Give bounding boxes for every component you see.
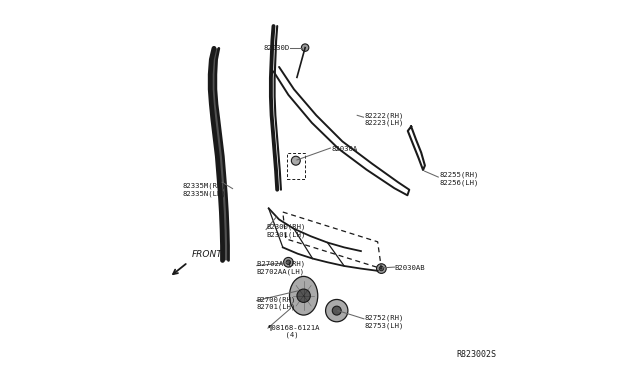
Text: 82030A: 82030A [331, 146, 357, 152]
Circle shape [376, 264, 386, 273]
Text: B2300(RH)
B2301(LH): B2300(RH) B2301(LH) [266, 224, 305, 238]
Text: FRONT: FRONT [191, 250, 223, 259]
Circle shape [291, 156, 300, 165]
Circle shape [332, 306, 341, 315]
Text: R823002S: R823002S [457, 350, 497, 359]
Text: 82752(RH)
82753(LH): 82752(RH) 82753(LH) [365, 315, 404, 329]
Circle shape [326, 299, 348, 322]
Text: ¶08168-6121A
    (4): ¶08168-6121A (4) [268, 324, 321, 338]
Text: B2702A (RH)
B2702AA(LH): B2702A (RH) B2702AA(LH) [257, 261, 305, 275]
Text: 82030D: 82030D [264, 45, 291, 51]
Circle shape [379, 266, 383, 271]
Text: 82255(RH)
82256(LH): 82255(RH) 82256(LH) [439, 171, 479, 186]
Text: B2700(RH)
82701(LH): B2700(RH) 82701(LH) [257, 296, 296, 310]
Ellipse shape [289, 276, 318, 315]
Circle shape [297, 289, 310, 302]
Text: 82335M(RH)
82335N(LH): 82335M(RH) 82335N(LH) [182, 183, 226, 197]
Text: B2030AB: B2030AB [394, 265, 425, 271]
Text: 82222(RH)
82223(LH): 82222(RH) 82223(LH) [365, 112, 404, 126]
Circle shape [284, 257, 293, 267]
Polygon shape [211, 48, 228, 260]
Circle shape [301, 44, 309, 51]
Circle shape [286, 260, 291, 264]
